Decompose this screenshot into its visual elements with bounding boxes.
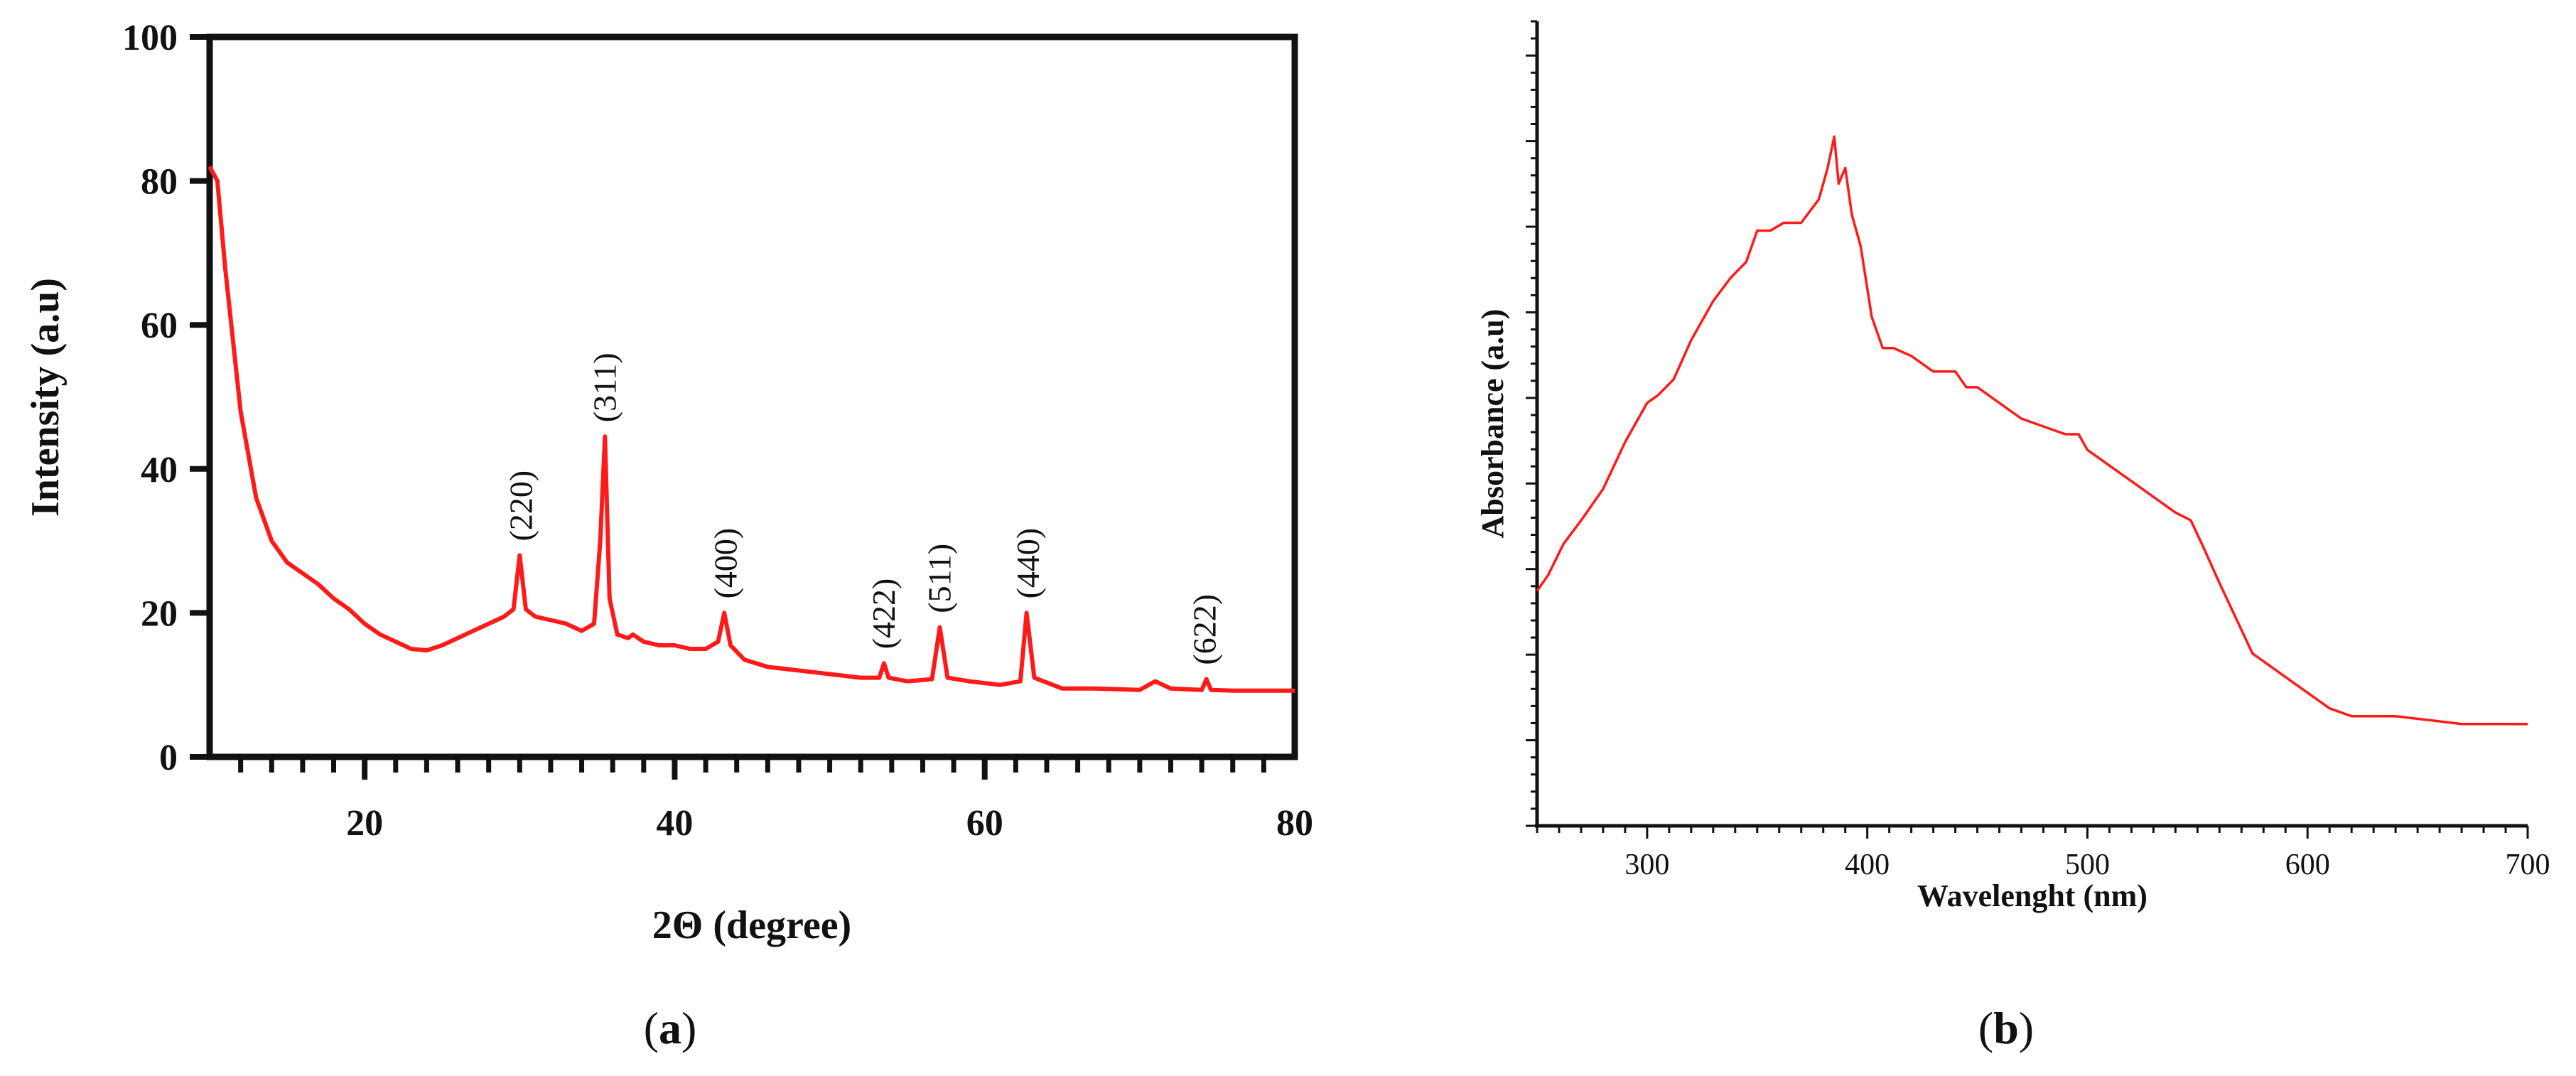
x-tick-label: 600 <box>2285 849 2330 881</box>
y-axis-title: Intensity (a.u) <box>23 278 68 517</box>
plot-frame <box>206 33 1298 760</box>
peak-annotations: (220) (311) (400) (422) (511) (440) (622) <box>503 353 1223 665</box>
peak-label: (511) <box>922 544 958 613</box>
x-tick-label: 500 <box>2065 849 2110 881</box>
y-axis-ticks <box>1526 20 1537 827</box>
x-tick-label: 400 <box>1845 849 1890 881</box>
x-tick-label: 80 <box>1276 803 1313 844</box>
x-tick-label: 700 <box>2506 849 2550 881</box>
x-tick-label: 60 <box>966 803 1003 844</box>
peak-label: (422) <box>866 579 902 650</box>
peak-label: (311) <box>586 353 623 422</box>
peak-label: (220) <box>503 470 539 542</box>
absorbance-chart-panel: 300 400 500 600 700 Wavelenght (nm) Absorban… <box>1475 20 2550 1053</box>
y-tick-label: 80 <box>141 162 178 203</box>
xrd-data-line <box>208 165 1295 693</box>
peak-label: (400) <box>707 528 743 599</box>
panel-label-b: (b) <box>1978 1003 2034 1053</box>
absorbance-data-line <box>1536 135 2528 726</box>
x-tick-label: 300 <box>1624 849 1669 881</box>
series-line <box>208 165 1295 693</box>
y-tick-label: 20 <box>141 593 178 634</box>
x-axis-ticks: 300 400 500 600 700 <box>1536 826 2550 881</box>
x-tick-label: 20 <box>346 803 383 844</box>
y-tick-label: 60 <box>141 306 178 346</box>
x-axis-ticks: 20 40 60 80 <box>238 757 1313 844</box>
xrd-chart-panel: 20 40 60 80 0 20 40 60 80 100 (220) (311) (400) (42… <box>23 18 1313 1053</box>
peak-label: (440) <box>1010 528 1046 599</box>
y-tick-label: 40 <box>141 450 178 490</box>
y-axis-ticks: 0 20 40 60 80 100 <box>122 18 210 778</box>
x-axis-title: Wavelenght (nm) <box>1917 878 2147 913</box>
y-tick-label: 0 <box>159 738 178 778</box>
x-axis-title: 2Θ (degree) <box>652 903 851 947</box>
y-tick-label: 100 <box>122 18 178 58</box>
panel-label-a: (a) <box>644 1003 697 1053</box>
peak-label: (622) <box>1187 594 1223 665</box>
x-tick-label: 40 <box>656 803 693 844</box>
y-axis-title: Absorbance (a.u) <box>1475 309 1510 539</box>
series-line <box>1536 135 2528 726</box>
